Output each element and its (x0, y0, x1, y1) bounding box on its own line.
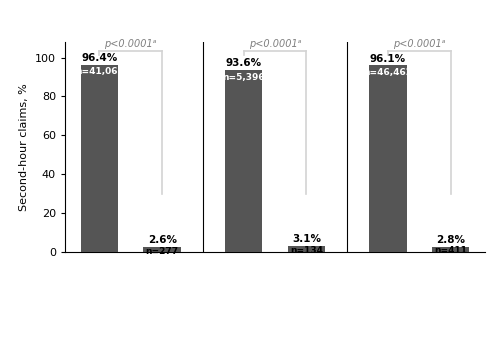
Bar (225, 70, 262, 252)
Text: 93.6%: 93.6% (226, 58, 262, 69)
Bar (369, 65, 406, 252)
Text: 96.4%: 96.4% (82, 53, 118, 63)
Bar (432, 246, 470, 252)
Text: 3.1%: 3.1% (292, 234, 321, 244)
Text: n=41,066: n=41,066 (75, 68, 124, 76)
Text: p<0.0001ᵃ: p<0.0001ᵃ (104, 39, 157, 49)
Text: 2.6%: 2.6% (148, 236, 176, 245)
Text: n=277: n=277 (146, 246, 178, 256)
Text: n=5,396: n=5,396 (222, 73, 265, 82)
Bar (288, 246, 325, 252)
Text: p<0.0001ᵃ: p<0.0001ᵃ (393, 39, 446, 49)
Y-axis label: Second-hour claims, %: Second-hour claims, % (20, 83, 30, 211)
Text: n=46,462: n=46,462 (364, 68, 412, 77)
Text: 96.1%: 96.1% (370, 54, 406, 64)
Bar (80, 64, 118, 252)
Text: n=134: n=134 (290, 246, 323, 254)
Text: n=411: n=411 (434, 246, 467, 255)
Text: p<0.0001ᵃ: p<0.0001ᵃ (248, 39, 302, 49)
Bar (144, 247, 181, 252)
Text: 2.8%: 2.8% (436, 235, 465, 245)
